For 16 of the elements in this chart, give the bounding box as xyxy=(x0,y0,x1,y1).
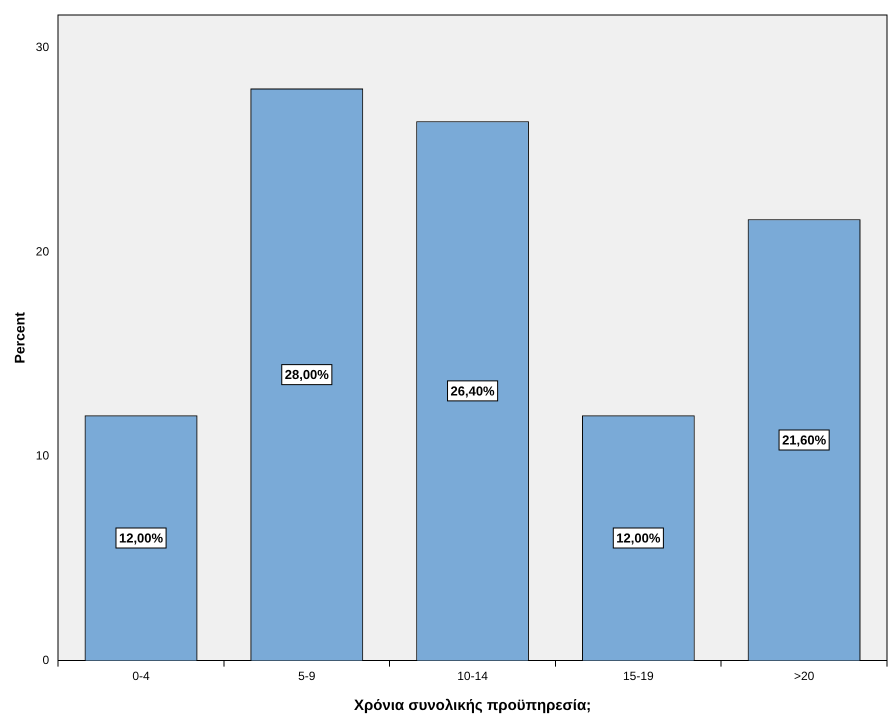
x-tick-label: >20 xyxy=(794,669,815,684)
y-axis-title: Percent xyxy=(11,312,28,364)
x-tick-label: 15-19 xyxy=(622,669,654,684)
y-tick-label: 30 xyxy=(36,40,50,54)
data-label: 21,60% xyxy=(782,432,827,448)
x-axis-title: Χρόνια συνολικής προϋπηρεσία; xyxy=(354,697,592,714)
x-tick-label: 5-9 xyxy=(298,669,316,684)
data-label: 12,00% xyxy=(118,530,164,546)
y-tick-label: 20 xyxy=(36,244,50,258)
y-tick-label: 10 xyxy=(36,448,50,463)
x-tick-label: 0-4 xyxy=(132,669,150,684)
data-label: 12,00% xyxy=(616,530,661,546)
y-tick-label: 0 xyxy=(42,652,50,667)
x-tick-label: 10-14 xyxy=(457,669,488,684)
data-label: 26,40% xyxy=(450,383,496,398)
data-label: 28,00% xyxy=(284,367,330,382)
